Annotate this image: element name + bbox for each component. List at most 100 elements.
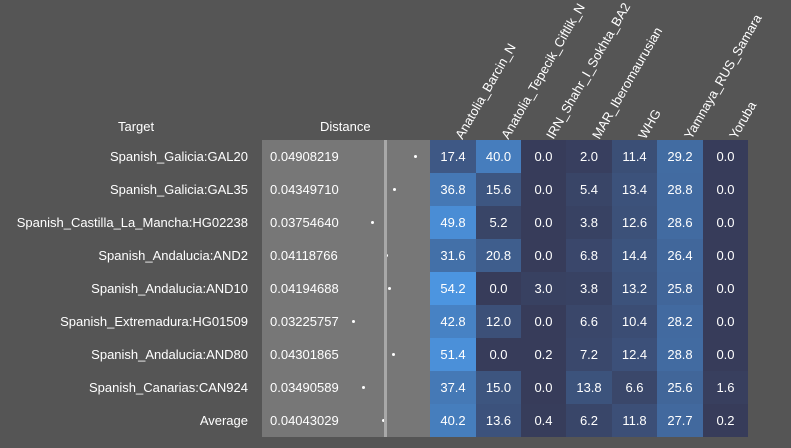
column-header: WHG — [635, 106, 664, 142]
value-cell: 51.4 — [430, 338, 476, 371]
column-header: Yamnaya_RUS_Samara — [681, 11, 765, 142]
value-cell: 28.8 — [657, 338, 703, 371]
distance-cell: 0.04908219 — [262, 140, 430, 173]
value-cell: 31.6 — [430, 239, 476, 272]
value-cell: 5.2 — [476, 206, 521, 239]
value-cell: 0.0 — [476, 272, 521, 305]
value-cell: 0.0 — [703, 140, 748, 173]
distance-cell: 0.04118766 — [262, 239, 430, 272]
value-cell: 37.4 — [430, 371, 476, 404]
distance-cell: 0.04043029 — [262, 404, 430, 437]
column-header: IRN_Shahr_I_Sokhta_BA2 — [543, 0, 634, 142]
distance-value: 0.04194688 — [270, 281, 339, 296]
value-cell: 7.2 — [566, 338, 612, 371]
value-cell: 40.2 — [430, 404, 476, 437]
distance-value: 0.03754640 — [270, 215, 339, 230]
value-cell: 0.0 — [521, 239, 566, 272]
value-cell: 6.6 — [612, 371, 657, 404]
value-cell: 0.2 — [521, 338, 566, 371]
value-cell: 13.4 — [612, 173, 657, 206]
distance-cell: 0.03490589 — [262, 371, 430, 404]
value-cell: 14.4 — [612, 239, 657, 272]
table-row: Spanish_Andalucia:AND80 0.04301865 51.4 0.0… — [0, 338, 791, 371]
value-cell: 13.8 — [566, 371, 612, 404]
target-label: Average — [199, 413, 248, 428]
value-cell: 27.7 — [657, 404, 703, 437]
table-row: Average 0.04043029 40.2 13.6 0.4 6.2 11.8 27.7 0… — [0, 404, 791, 437]
distance-axis-line — [384, 140, 387, 437]
distance-value: 0.04908219 — [270, 149, 339, 164]
value-cell: 29.2 — [657, 140, 703, 173]
value-cell: 0.0 — [703, 338, 748, 371]
target-label: Spanish_Castilla_La_Mancha:HG02238 — [16, 215, 248, 230]
value-cell: 12.6 — [612, 206, 657, 239]
value-cell: 15.6 — [476, 173, 521, 206]
column-header: Anatolia_Tepecik_Ciftlik_N — [498, 0, 588, 142]
value-cell: 25.8 — [657, 272, 703, 305]
value-cell: 0.0 — [521, 305, 566, 338]
target-label: Spanish_Canarias:CAN924 — [89, 380, 248, 395]
value-cell: 54.2 — [430, 272, 476, 305]
distance-value: 0.04118766 — [270, 248, 338, 263]
header-target: Target — [118, 119, 155, 134]
value-cell: 2.0 — [566, 140, 612, 173]
value-cell: 12.4 — [612, 338, 657, 371]
distance-value: 0.04043029 — [270, 413, 339, 428]
value-cell: 36.8 — [430, 173, 476, 206]
value-cell: 17.4 — [430, 140, 476, 173]
distance-dot — [371, 221, 374, 224]
value-cell: 0.0 — [521, 140, 566, 173]
value-cell: 1.6 — [703, 371, 748, 404]
value-cell: 0.4 — [521, 404, 566, 437]
target-label: Spanish_Galicia:GAL35 — [109, 182, 248, 197]
target-label: Spanish_Andalucia:AND80 — [91, 347, 248, 362]
distance-cell: 0.03225757 — [262, 305, 430, 338]
value-cell: 13.6 — [476, 404, 521, 437]
value-cell: 28.6 — [657, 206, 703, 239]
value-cell: 3.8 — [566, 206, 612, 239]
table-row: Spanish_Andalucia:AND10 0.04194688 54.2 0.0… — [0, 272, 791, 305]
value-cell: 0.0 — [521, 371, 566, 404]
value-cell: 40.0 — [476, 140, 521, 173]
value-cell: 42.8 — [430, 305, 476, 338]
value-cell: 0.0 — [703, 173, 748, 206]
value-cell: 28.8 — [657, 173, 703, 206]
value-cell: 25.6 — [657, 371, 703, 404]
target-label: Spanish_Extremadura:HG01509 — [60, 314, 248, 329]
table-row: Spanish_Galicia:GAL20 0.04908219 17.4 40.0 0… — [0, 140, 791, 173]
distance-value: 0.03225757 — [270, 314, 339, 329]
table-row: Spanish_Extremadura:HG01509 0.03225757 42.… — [0, 305, 791, 338]
value-cell: 11.8 — [612, 404, 657, 437]
value-cell: 5.4 — [566, 173, 612, 206]
value-cell: 3.8 — [566, 272, 612, 305]
distance-dot — [393, 188, 396, 191]
table-row: Spanish_Canarias:CAN924 0.03490589 37.4 15.… — [0, 371, 791, 404]
distance-dot — [392, 353, 395, 356]
value-cell: 0.0 — [703, 206, 748, 239]
value-cell: 0.0 — [521, 173, 566, 206]
target-label: Spanish_Galicia:GAL20 — [109, 149, 248, 164]
distance-dot — [414, 155, 417, 158]
column-header: Yoruba — [726, 98, 760, 142]
value-cell: 0.0 — [476, 338, 521, 371]
value-cell: 0.0 — [703, 305, 748, 338]
distance-value: 0.03490589 — [270, 380, 339, 395]
value-cell: 6.2 — [566, 404, 612, 437]
distance-cell: 0.04349710 — [262, 173, 430, 206]
value-cell: 0.0 — [521, 206, 566, 239]
distance-value: 0.04301865 — [270, 347, 339, 362]
target-label: Spanish_Andalucia:AND2 — [98, 248, 248, 263]
distance-dot — [362, 386, 365, 389]
distance-cell: 0.04194688 — [262, 272, 430, 305]
value-cell: 11.4 — [612, 140, 657, 173]
target-label: Spanish_Andalucia:AND10 — [91, 281, 248, 296]
distance-cell: 0.04301865 — [262, 338, 430, 371]
header-distance: Distance — [320, 119, 371, 134]
value-cell: 6.6 — [566, 305, 612, 338]
value-cell: 3.0 — [521, 272, 566, 305]
value-cell: 28.2 — [657, 305, 703, 338]
value-cell: 0.2 — [703, 404, 748, 437]
distance-dot — [382, 419, 385, 422]
value-cell: 49.8 — [430, 206, 476, 239]
distance-value: 0.04349710 — [270, 182, 339, 197]
